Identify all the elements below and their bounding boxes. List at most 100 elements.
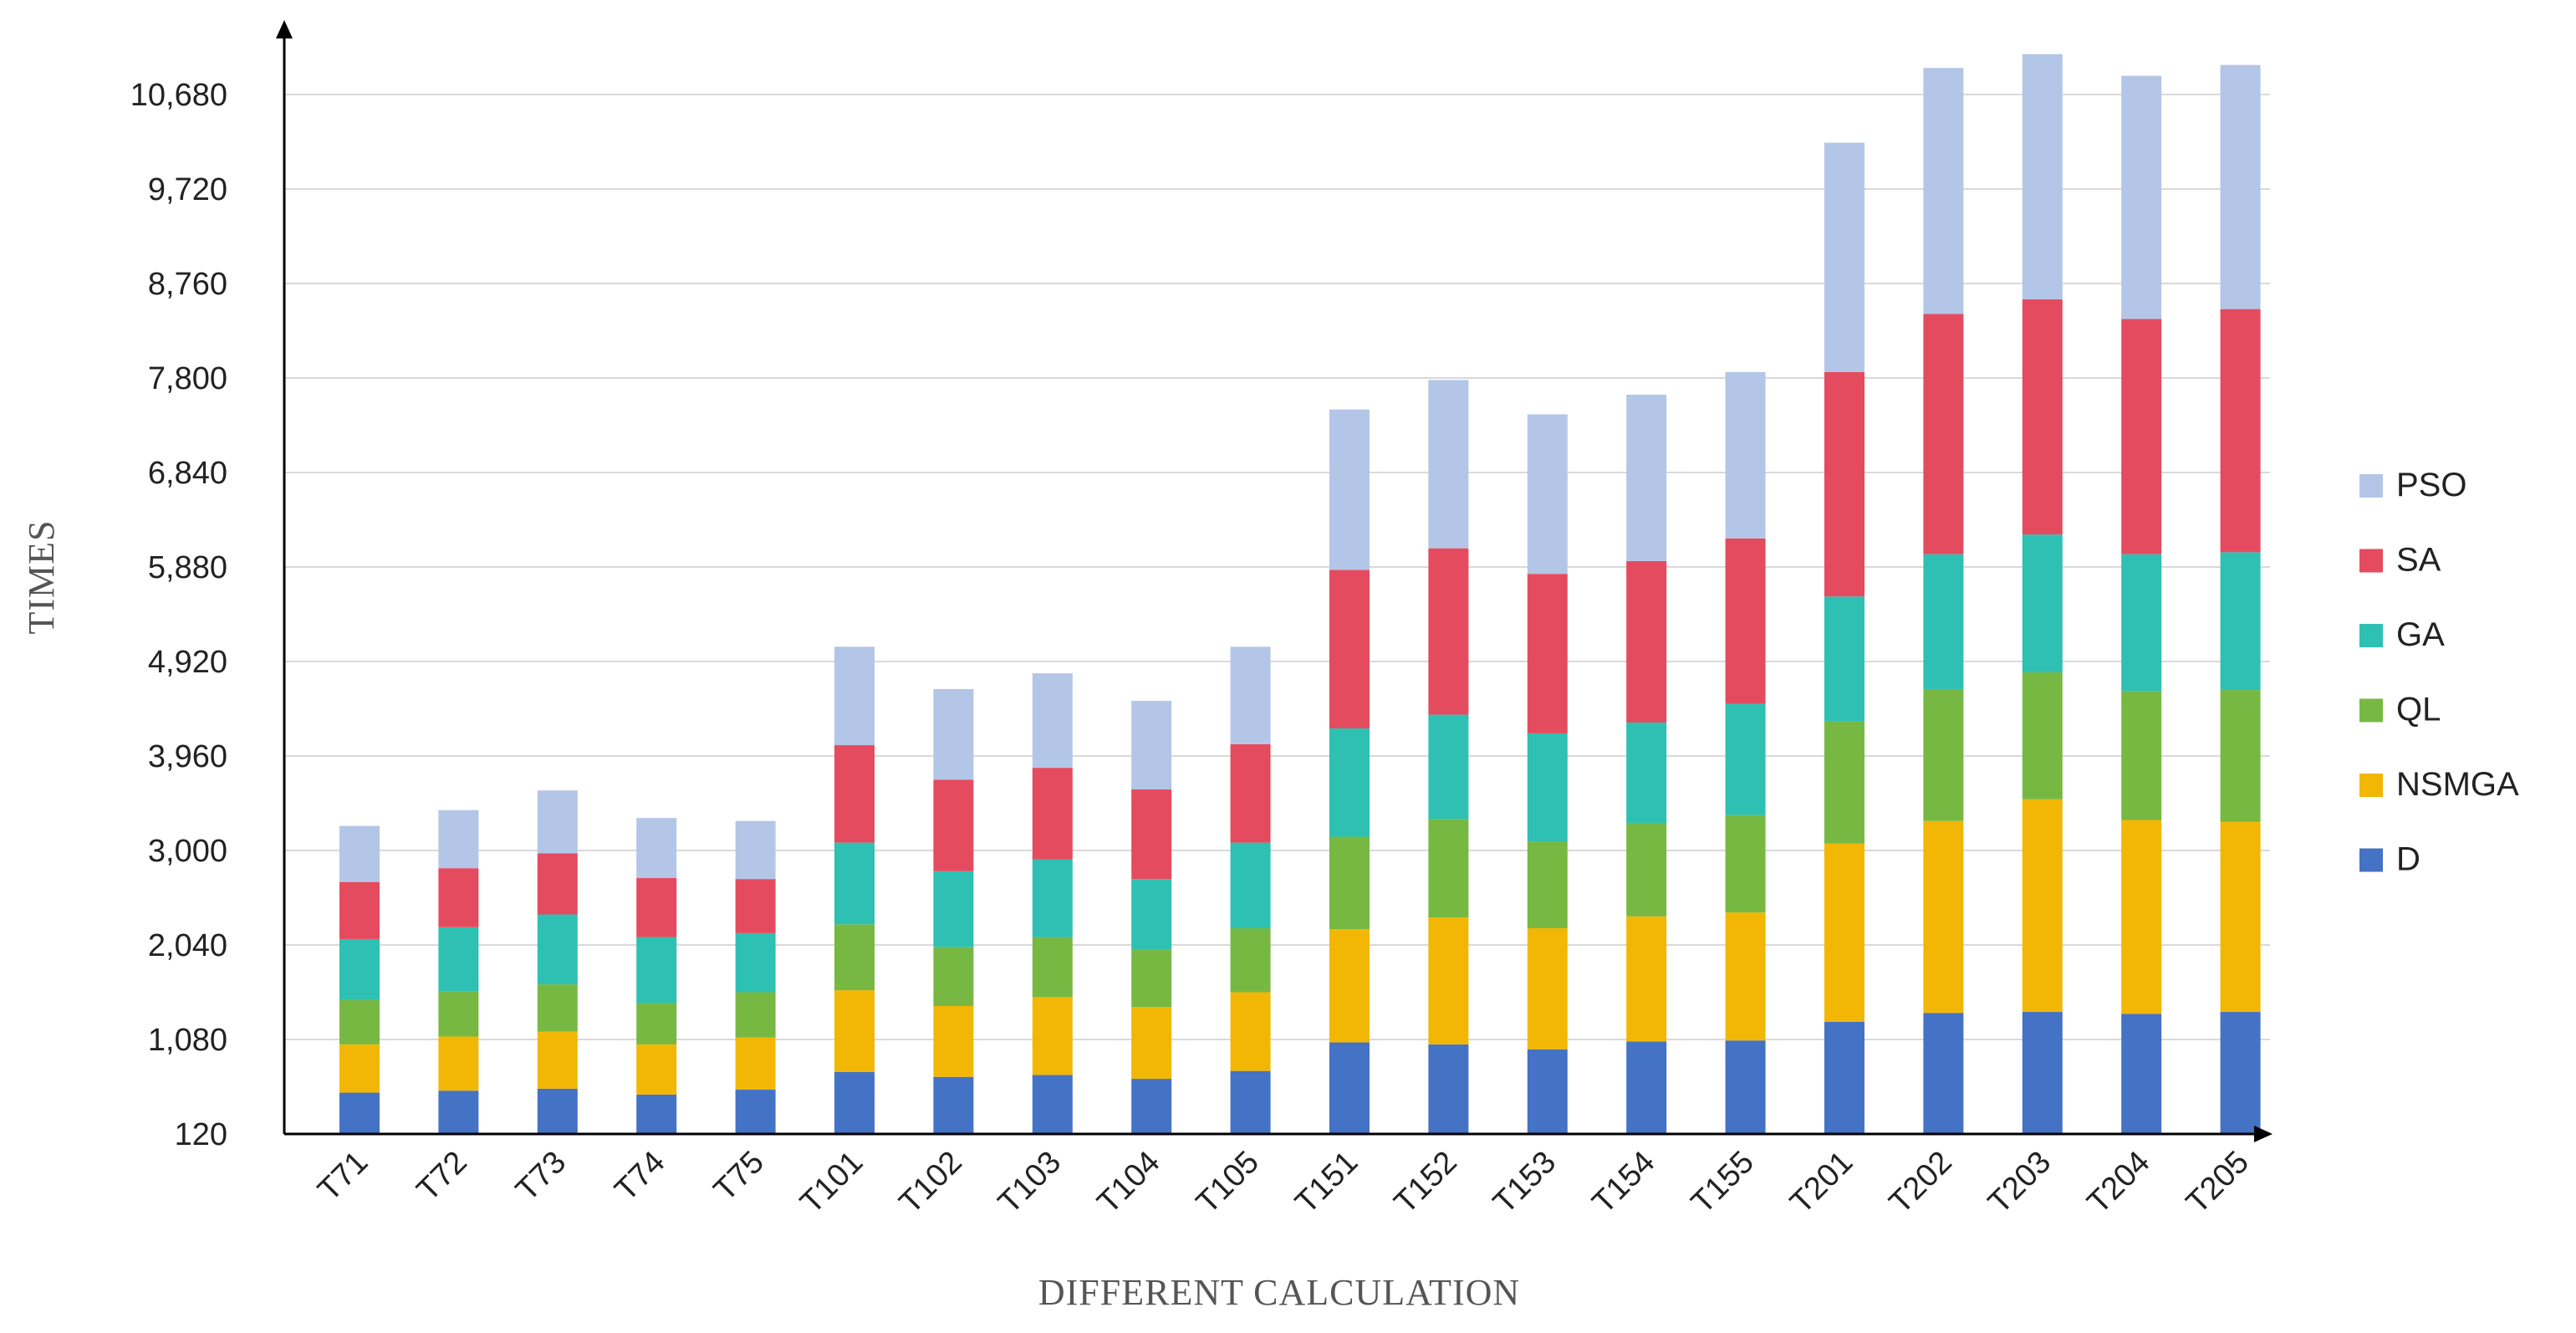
bar-segment-ql xyxy=(537,984,578,1032)
x-tick-label: T154 xyxy=(1586,1145,1662,1221)
y-tick-label: 1,080 xyxy=(148,1023,227,1058)
bar-segment-sa xyxy=(2121,319,2162,554)
bar-segment-nsmga xyxy=(1131,1007,1172,1080)
x-axis-arrow xyxy=(2254,1126,2272,1142)
legend-label-d: D xyxy=(2396,841,2420,878)
x-tick-label: T204 xyxy=(2081,1145,2157,1221)
bar-segment-ga xyxy=(1032,859,1073,937)
gridlines xyxy=(284,94,2270,1040)
bar-segment-pso xyxy=(1923,68,1964,314)
bar-segment-d xyxy=(1626,1041,1667,1134)
bar-segment-d xyxy=(1725,1040,1766,1134)
bar-segment-ql xyxy=(1131,949,1172,1008)
bar-segment-ql xyxy=(1626,823,1667,917)
bar-segment-sa xyxy=(1329,569,1370,729)
bar-segment-ga xyxy=(2022,534,2063,672)
bar-segment-ga xyxy=(1824,596,1864,722)
axes xyxy=(276,20,2272,1142)
bar-segment-nsmga xyxy=(1824,843,1864,1022)
legend-swatch-ga xyxy=(2359,624,2383,647)
bar-segment-ql xyxy=(1329,836,1370,930)
y-tick-label: 120 xyxy=(175,1117,227,1152)
bar-segment-pso xyxy=(2121,75,2162,319)
bar-segment-nsmga xyxy=(735,1037,776,1090)
y-tick-label: 10,680 xyxy=(130,78,227,113)
legend-label-ga: GA xyxy=(2396,616,2445,653)
bar-segment-sa xyxy=(1131,789,1172,880)
bar-segment-d xyxy=(834,1071,875,1134)
bar-segment-ga xyxy=(2220,552,2261,691)
x-tick-label: T203 xyxy=(1982,1145,2058,1221)
bar-segment-nsmga xyxy=(1329,929,1370,1043)
bar-segment-sa xyxy=(1626,560,1667,723)
bar-segment-ga xyxy=(834,842,875,925)
bar-segment-sa xyxy=(834,745,875,843)
x-tick-labels: T71 T72 T73 T74 T75 T101 T102 T103 T104 T105 T151 T… xyxy=(311,1145,2256,1221)
bar-segment-sa xyxy=(2022,299,2063,535)
bar-segment-pso xyxy=(2022,54,2063,299)
x-tick-label: T71 xyxy=(311,1145,375,1208)
bar-segment-ga xyxy=(2121,554,2162,692)
x-tick-label: T155 xyxy=(1685,1145,1761,1221)
legend-label-ql: QL xyxy=(2396,692,2441,728)
bar-segment-ql xyxy=(2121,691,2162,820)
bar-segment-d xyxy=(1230,1070,1271,1134)
y-tick-label: 4,920 xyxy=(148,645,227,680)
legend-swatch-ql xyxy=(2359,698,2383,723)
x-tick-label: T103 xyxy=(992,1145,1068,1221)
bar-segment-pso xyxy=(1527,414,1568,575)
bar-segment-ql xyxy=(1032,937,1073,998)
x-tick-label: T73 xyxy=(509,1145,573,1208)
bar-segment-ql xyxy=(1230,927,1271,993)
bar-segment-ql xyxy=(636,1003,677,1044)
bar-segment-sa xyxy=(1230,743,1271,843)
legend-swatch-nsmga xyxy=(2359,774,2383,797)
x-tick-label: T72 xyxy=(411,1145,474,1208)
bar-segment-d xyxy=(1527,1049,1568,1134)
bar-segment-ga xyxy=(1428,714,1469,820)
y-tick-label: 8,760 xyxy=(148,267,227,302)
x-tick-label: T152 xyxy=(1388,1145,1464,1221)
bar-segment-sa xyxy=(735,879,776,933)
bar-segment-ql xyxy=(933,947,974,1006)
y-tick-label: 5,880 xyxy=(148,550,227,585)
bar-segment-ql xyxy=(438,991,479,1037)
bar-segment-pso xyxy=(1032,673,1073,769)
x-tick-label: T105 xyxy=(1190,1145,1266,1221)
bar-segment-nsmga xyxy=(1032,997,1073,1075)
bar-segment-pso xyxy=(438,810,479,869)
bar-segment-nsmga xyxy=(1725,912,1766,1041)
legend-swatch-d xyxy=(2359,848,2383,872)
bar-segment-pso xyxy=(1131,701,1172,790)
bar-segment-pso xyxy=(735,820,776,880)
bar-segment-ql xyxy=(2022,672,2063,799)
bar-segment-sa xyxy=(2220,309,2261,553)
bar-segment-d xyxy=(1131,1079,1172,1134)
bar-segment-nsmga xyxy=(636,1044,677,1095)
bar-segment-ga xyxy=(1923,554,1964,689)
bar-segment-ql xyxy=(1824,721,1864,844)
bar-segment-ql xyxy=(1923,688,1964,821)
bar-segment-ga xyxy=(1527,733,1568,842)
bar-segment-d xyxy=(1032,1075,1073,1134)
bar-segment-sa xyxy=(339,881,380,939)
bar-segment-ql xyxy=(339,999,380,1044)
bar-segment-ga xyxy=(735,932,776,993)
x-tick-label: T153 xyxy=(1487,1145,1563,1221)
bar-segment-ga xyxy=(1725,703,1766,815)
x-tick-label: T201 xyxy=(1783,1145,1859,1221)
bar-segment-ga xyxy=(438,927,479,992)
bar-segment-pso xyxy=(636,818,677,878)
bar-segment-sa xyxy=(933,779,974,871)
bar-segment-d xyxy=(438,1090,479,1134)
bar-segment-pso xyxy=(1329,409,1370,570)
bar-segment-nsmga xyxy=(2220,821,2261,1013)
bar-segment-ga xyxy=(933,871,974,947)
bar-segment-d xyxy=(1428,1044,1469,1134)
bar-segment-nsmga xyxy=(1626,916,1667,1042)
y-tick-label: 6,840 xyxy=(148,456,227,491)
bar-segment-sa xyxy=(636,877,677,937)
y-tick-labels: 120 1,080 2,040 3,000 3,960 4,920 5,880 6,840 7,… xyxy=(130,78,227,1152)
bar-segment-d xyxy=(2220,1012,2261,1134)
legend-swatch-sa xyxy=(2359,549,2383,573)
